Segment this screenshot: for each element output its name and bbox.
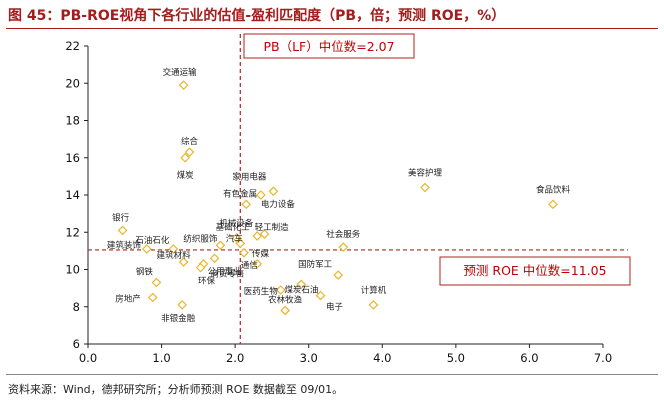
point-label: 通信	[241, 260, 259, 271]
point-电力设备	[256, 190, 266, 200]
point-传媒	[239, 247, 249, 258]
point-label: 纺织服饰	[183, 233, 218, 244]
point-label: 轻工制造	[255, 222, 290, 233]
point-计算机	[368, 300, 379, 310]
point-美容护理	[420, 182, 430, 193]
point-综合	[184, 147, 195, 158]
point-国防军工	[333, 270, 343, 280]
x-tick-label: 0.0	[79, 351, 97, 365]
y-tick-label: 14	[65, 188, 80, 202]
point-建筑装饰	[142, 244, 152, 254]
point-label: 建筑材料	[157, 250, 192, 261]
roe-median-box	[439, 256, 631, 286]
point-label: 钢铁	[136, 267, 154, 278]
x-tick-label: 7.0	[594, 351, 612, 365]
point-label: 家用电器	[232, 171, 267, 182]
y-tick-label: 12	[65, 225, 80, 239]
point-label: 银行	[112, 212, 130, 223]
point-石油石化	[168, 244, 179, 254]
source-note: 资料来源：Wind，德邦研究所；分析师预测 ROE 数据截至 09/01。	[8, 383, 344, 396]
axes: 6 8 10 12 14 16 18 20 22 0.0 1.0 2.0 3.0 4.0 5.0 6.0 7.0	[65, 39, 612, 365]
point-label: 建筑装饰	[107, 240, 142, 251]
point-汽车	[235, 238, 246, 249]
pb-median-label: PB（LF）中位数=2.07	[263, 39, 394, 54]
point-label: 有色金属	[223, 188, 257, 199]
point-有色金属	[241, 199, 252, 210]
point-钢铁	[151, 277, 162, 288]
point-煤炭石油	[296, 279, 307, 290]
point-label: 电子	[326, 302, 344, 313]
point-家用电器	[268, 186, 279, 197]
y-tick-label: 10	[65, 263, 80, 277]
y-tick-label: 6	[73, 337, 80, 351]
x-tick-label: 3.0	[300, 351, 318, 365]
point-交通运输	[178, 80, 189, 90]
point-label: 非银金融	[161, 313, 196, 324]
point-label: 医药生物	[244, 286, 279, 297]
point-label: 农林牧渔	[268, 294, 303, 305]
y-tick-label: 18	[65, 114, 80, 128]
point-label: 传媒	[252, 249, 270, 260]
y-tick-label: 8	[73, 300, 80, 314]
point-label: 美容护理	[408, 168, 443, 179]
point-通信	[252, 259, 263, 269]
point-label: 汽车	[226, 233, 243, 244]
point-医药生物	[275, 285, 286, 295]
point-label: 基础化工	[216, 222, 251, 233]
point-label: 国防军工	[298, 259, 333, 270]
roe-median-label: 预测 ROE 中位数=11.05	[463, 263, 606, 278]
point-label: 房地产	[115, 293, 141, 304]
point-建筑材料	[178, 257, 189, 267]
y-tick-label: 20	[65, 76, 80, 90]
point-机械设备	[252, 231, 263, 241]
point-label: 食品饮料	[536, 184, 571, 195]
x-tick-label: 1.0	[152, 351, 170, 365]
point-食品饮料	[548, 199, 558, 210]
point-非银金融	[177, 300, 188, 310]
point-农林牧渔	[280, 305, 291, 316]
point-社会服务	[338, 242, 349, 252]
point-label: 石油石化	[135, 235, 170, 246]
median-boxes: PB（LF）中位数=2.07 预测 ROE 中位数=11.05	[243, 33, 631, 286]
point-纺织服饰	[215, 240, 226, 251]
pb-median-box	[243, 33, 415, 59]
point-label: 社会服务	[326, 229, 361, 240]
figure-title: 图 45：PB-ROE视角下各行业的估值-盈利匹配度（PB，倍；预测 ROE，%…	[8, 8, 506, 24]
point-label: 公用事业	[208, 266, 242, 277]
y-tick-label: 22	[65, 39, 80, 53]
data-points	[117, 80, 558, 316]
point-煤炭	[180, 152, 190, 163]
point-label: 煤炭	[177, 170, 195, 181]
source-rule	[6, 374, 658, 375]
y-tick-label: 16	[65, 151, 80, 165]
x-tick-label: 6.0	[520, 351, 538, 365]
point-label: 综合	[181, 136, 199, 147]
x-tick-label: 4.0	[373, 351, 391, 365]
point-商贸零售	[209, 253, 220, 264]
point-房地产	[147, 292, 158, 303]
point-基础化工	[231, 232, 242, 243]
title-rule	[6, 28, 658, 29]
point-label: 环保	[198, 276, 216, 287]
point-电子	[315, 290, 326, 301]
point-环保	[195, 262, 206, 273]
point-label: 机械设备	[219, 218, 254, 229]
point-label: 商贸零售	[211, 268, 245, 279]
x-tick-label: 2.0	[226, 351, 244, 365]
point-银行	[117, 225, 128, 236]
point-label: 交通运输	[163, 67, 198, 78]
point-轻工制造	[259, 229, 270, 239]
reference-lines	[88, 34, 628, 344]
point-label: 计算机	[361, 285, 387, 296]
x-tick-label: 5.0	[447, 351, 465, 365]
point-label: 电力设备	[261, 199, 296, 210]
point-label: 煤炭石油	[284, 284, 318, 295]
